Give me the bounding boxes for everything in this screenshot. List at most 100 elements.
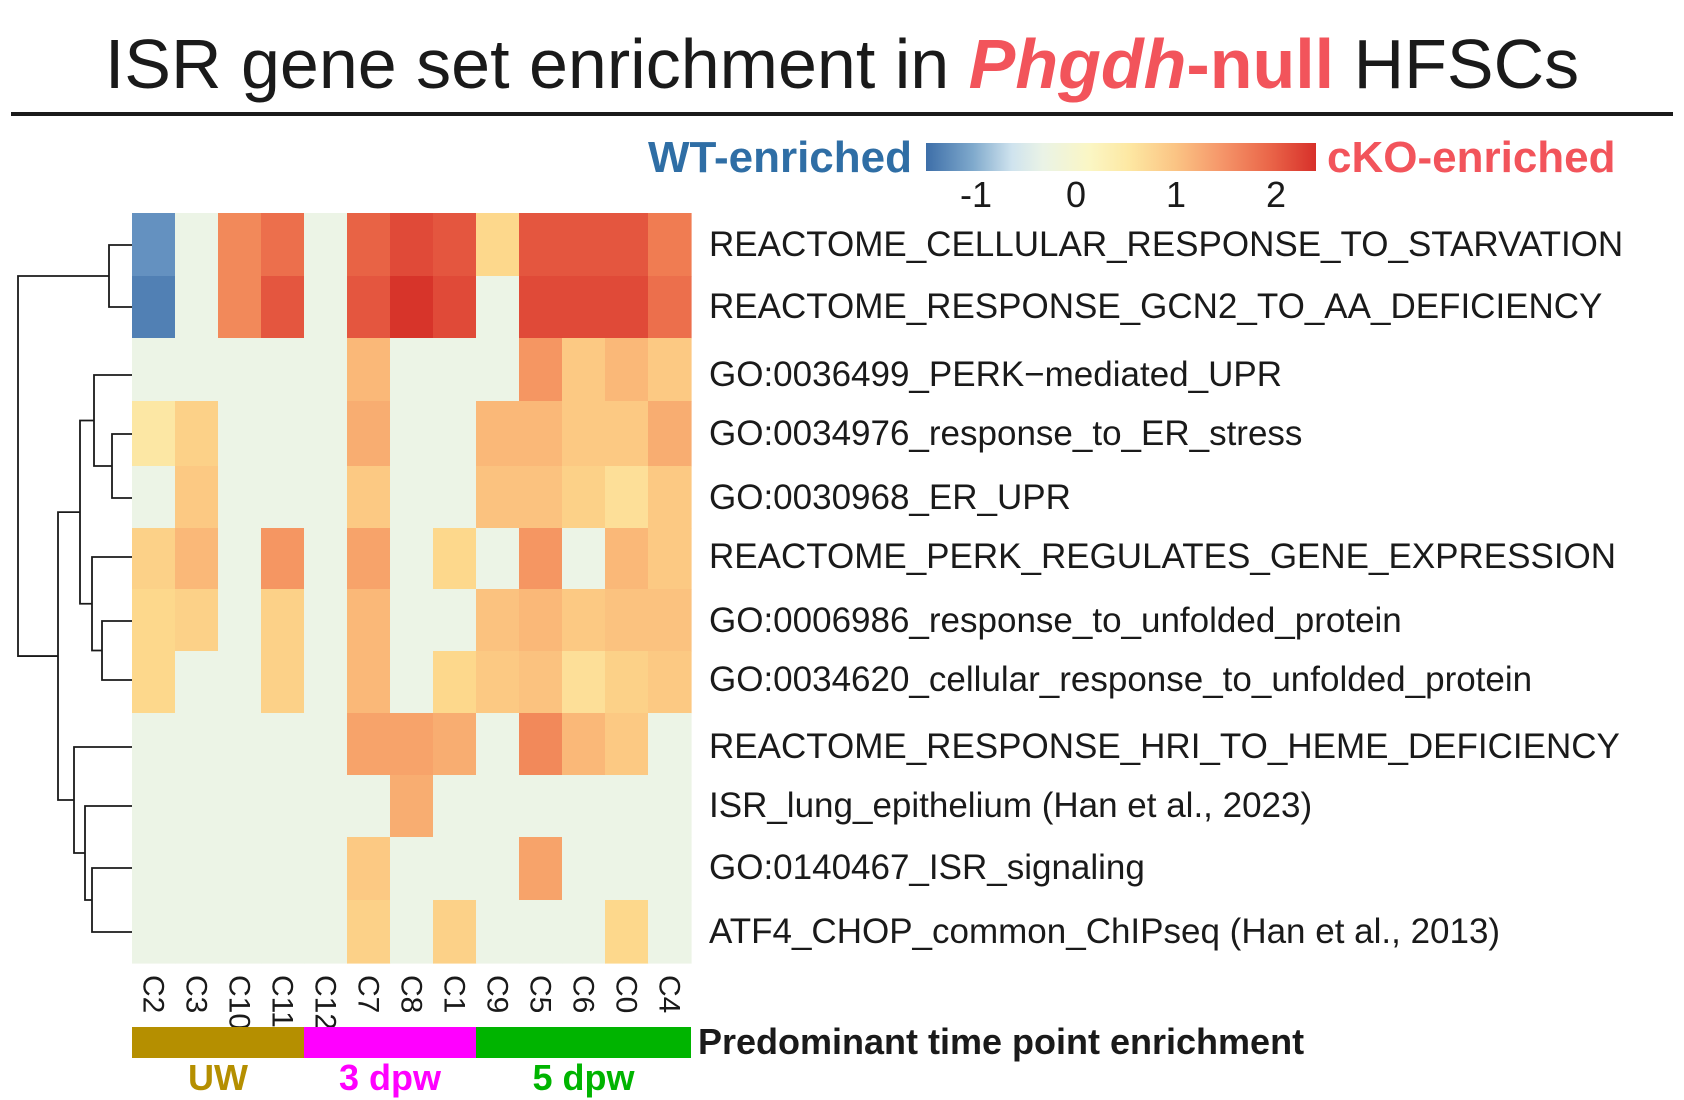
heatmap-cell xyxy=(476,276,520,339)
heatmap-cell xyxy=(390,713,434,776)
heatmap-cell xyxy=(476,775,520,838)
heatmap-cell xyxy=(218,401,262,467)
heatmap-cell xyxy=(433,401,477,467)
heatmap-cell xyxy=(605,466,649,529)
heatmap-cell xyxy=(218,528,262,590)
heatmap-cell xyxy=(175,900,219,964)
heatmap-cell xyxy=(390,651,434,714)
heatmap-cell xyxy=(304,713,348,776)
title-highlight: Phgdh-null xyxy=(969,25,1334,103)
heatmap-cell xyxy=(648,213,692,277)
annotation-segment xyxy=(476,1027,691,1058)
heatmap-cell xyxy=(433,466,477,529)
heatmap-cell xyxy=(476,528,520,590)
heatmap-cell xyxy=(132,276,176,339)
column-label: C7 xyxy=(352,975,385,1013)
heatmap-cell xyxy=(519,401,563,467)
heatmap-cell xyxy=(218,213,262,277)
annotation-group-label: 5 dpw xyxy=(532,1057,635,1098)
heatmap-cell xyxy=(304,775,348,838)
heatmap-cell xyxy=(261,837,305,901)
heatmap-cell xyxy=(132,713,176,776)
heatmap-cell xyxy=(218,900,262,964)
heatmap-cell xyxy=(261,213,305,277)
heatmap-cell xyxy=(261,900,305,964)
heatmap-cell xyxy=(648,276,692,339)
heatmap-cell xyxy=(519,528,563,590)
heatmap-cell xyxy=(519,651,563,714)
heatmap-cell xyxy=(132,338,176,402)
colorbar-tick-label: 1 xyxy=(1166,174,1186,215)
heatmap-cell xyxy=(261,589,305,652)
heatmap-cell xyxy=(519,837,563,901)
heatmap-cell xyxy=(304,338,348,402)
heatmap-cell xyxy=(175,775,219,838)
heatmap-cell xyxy=(347,837,391,901)
heatmap-cell xyxy=(562,837,606,901)
heatmap-cell xyxy=(304,213,348,277)
heatmap-cell xyxy=(648,466,692,529)
dendrogram-branch xyxy=(17,275,109,657)
annotation-segment xyxy=(132,1027,304,1058)
heatmap-cell xyxy=(433,900,477,964)
heatmap-cell xyxy=(347,775,391,838)
title-underline xyxy=(11,112,1673,116)
heatmap-cell xyxy=(261,276,305,339)
heatmap-cell xyxy=(175,213,219,277)
heatmap-cell xyxy=(648,837,692,901)
heatmap-cell xyxy=(304,466,348,529)
heatmap-cell xyxy=(433,276,477,339)
heatmap-cell xyxy=(261,401,305,467)
heatmap-cell xyxy=(132,837,176,901)
title-prefix: ISR gene set enrichment in xyxy=(104,25,969,103)
heatmap-cell xyxy=(648,528,692,590)
column-label: C2 xyxy=(137,975,170,1013)
row-dendrogram xyxy=(17,244,132,933)
heatmap-cell xyxy=(605,900,649,964)
column-labels: C2 C3 C10 C11 C12 C7 C8 C1 C9 C5 C6 C0 C4 xyxy=(137,975,686,1030)
heatmap-cell xyxy=(562,528,606,590)
heatmap-cell xyxy=(261,713,305,776)
heatmap-cell xyxy=(132,466,176,529)
column-label: C10 xyxy=(223,975,256,1030)
heatmap-cell xyxy=(519,466,563,529)
heatmap-cell xyxy=(218,589,262,652)
heatmap-cell xyxy=(175,401,219,467)
dendrogram-branch xyxy=(73,746,132,854)
heatmap-cell xyxy=(218,466,262,529)
column-label: C1 xyxy=(438,975,471,1013)
heatmap-cell xyxy=(433,775,477,838)
heatmap-cell xyxy=(605,338,649,402)
heatmap-cell xyxy=(605,401,649,467)
heatmap-cell xyxy=(519,775,563,838)
heatmap-cell xyxy=(347,213,391,277)
heatmap-cell xyxy=(261,775,305,838)
heatmap-cell xyxy=(476,651,520,714)
column-label: C12 xyxy=(309,975,342,1030)
heatmap-cell xyxy=(476,589,520,652)
heatmap-cell xyxy=(605,213,649,277)
heatmap-cell xyxy=(433,837,477,901)
heatmap-cell xyxy=(261,466,305,529)
dendrogram-branch xyxy=(91,867,132,933)
heatmap-cell xyxy=(347,338,391,402)
heatmap-cell xyxy=(605,589,649,652)
heatmap-cell xyxy=(175,528,219,590)
dendrogram-branch xyxy=(91,556,132,652)
heatmap-cell xyxy=(261,338,305,402)
heatmap-cell xyxy=(648,401,692,467)
heatmap-cell xyxy=(390,213,434,277)
heatmap-cell xyxy=(605,528,649,590)
heatmap-cell xyxy=(218,276,262,339)
heatmap-cell xyxy=(390,466,434,529)
heatmap-cell xyxy=(648,651,692,714)
heatmap-cell xyxy=(132,900,176,964)
colorbar-tick-label: 2 xyxy=(1266,174,1286,215)
heatmap-cell xyxy=(347,651,391,714)
chart-title: ISR gene set enrichment in Phgdh-null HF… xyxy=(0,22,1684,106)
column-label: C3 xyxy=(180,975,213,1013)
heatmap-cell xyxy=(347,276,391,339)
heatmap-cell xyxy=(562,466,606,529)
heatmap-cell xyxy=(261,528,305,590)
